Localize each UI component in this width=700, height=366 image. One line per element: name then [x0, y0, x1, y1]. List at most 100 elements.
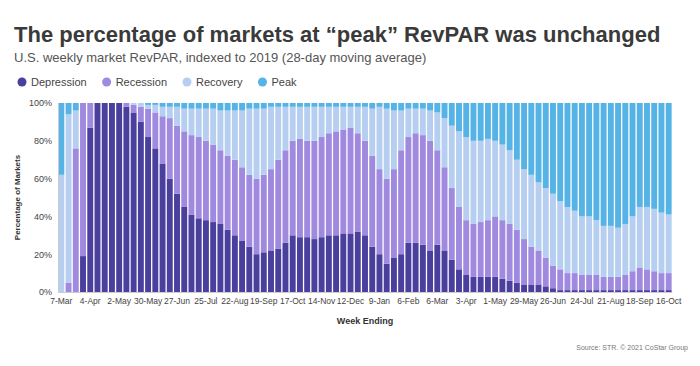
bar: [369, 109, 375, 156]
tick: 12-Dec: [337, 292, 365, 306]
bar: [586, 103, 592, 216]
bar: [514, 160, 520, 230]
tick-label: 9-Jan: [369, 296, 391, 306]
bar: [521, 284, 527, 292]
bar: [138, 103, 144, 107]
bar: [138, 122, 144, 292]
bar: [362, 107, 368, 141]
tick: 4-Apr: [80, 292, 101, 306]
bar: [391, 103, 397, 111]
bar: [528, 103, 534, 175]
bar: [449, 188, 455, 260]
legend-label: Recovery: [196, 76, 243, 88]
bar: [376, 254, 382, 292]
bar: [362, 103, 368, 107]
bar: [593, 103, 599, 220]
bar: [630, 216, 636, 271]
bar: [232, 111, 238, 160]
bar: [384, 179, 390, 264]
bar: [463, 137, 469, 220]
tick: 21-Aug: [597, 292, 625, 306]
bar: [196, 137, 202, 218]
bar: [601, 103, 607, 226]
bar: [138, 103, 144, 104]
bar: [391, 111, 397, 170]
bar: [593, 220, 599, 275]
x-axis-title: Week Ending: [337, 316, 393, 326]
bar: [492, 141, 498, 217]
bar: [427, 111, 433, 141]
bar: [637, 103, 643, 207]
bar: [536, 284, 542, 292]
tick-label: 80%: [34, 136, 52, 146]
bar: [181, 109, 187, 132]
bar: [95, 103, 101, 104]
bar: [333, 131, 339, 235]
bar: [319, 107, 325, 137]
tick: 100%: [29, 98, 58, 108]
bar: [254, 103, 260, 109]
bar: [564, 273, 570, 290]
bar: [485, 277, 491, 292]
bar: [232, 103, 238, 111]
bar: [550, 266, 556, 289]
bars: [58, 103, 671, 292]
bar: [73, 148, 79, 292]
tick-label: 25-Jul: [194, 296, 217, 306]
bar: [123, 103, 129, 107]
bar: [109, 103, 115, 104]
bar: [116, 103, 122, 104]
bar: [434, 150, 440, 245]
bar: [615, 228, 621, 277]
tick: 25-Jul: [194, 292, 217, 306]
bar: [73, 103, 79, 111]
tick: 18-Sep: [626, 292, 654, 306]
tick-label: 12-Dec: [337, 296, 365, 306]
bar: [355, 133, 361, 231]
bar: [87, 103, 93, 128]
bar: [398, 111, 404, 151]
axis-line: [58, 104, 59, 293]
bar: [666, 103, 672, 215]
bar: [405, 103, 411, 109]
bar: [348, 128, 354, 234]
bar: [637, 207, 643, 267]
bar: [145, 109, 151, 137]
bar: [160, 116, 166, 163]
chart: The percentage of markets at “peak” RevP…: [0, 0, 700, 366]
tick-label: 6-Feb: [397, 296, 419, 306]
bar: [181, 131, 187, 207]
bar: [413, 243, 419, 292]
bar: [145, 105, 151, 109]
bar: [174, 103, 180, 107]
bar: [601, 277, 607, 290]
bar: [217, 103, 223, 111]
bar: [167, 103, 173, 107]
bar: [268, 169, 274, 250]
bar: [311, 239, 317, 292]
bar: [651, 103, 657, 209]
bar: [355, 232, 361, 292]
tick: 17-Oct: [280, 292, 306, 306]
bar: [181, 207, 187, 292]
series: [58, 103, 671, 228]
bar: [572, 290, 578, 292]
bar: [391, 258, 397, 292]
bar: [601, 290, 607, 292]
bar: [666, 215, 672, 274]
bar: [651, 290, 657, 292]
bar: [80, 103, 86, 256]
bar: [637, 290, 643, 292]
bar: [167, 107, 173, 118]
bar: [261, 175, 267, 252]
bar: [507, 281, 513, 292]
tick: 20%: [34, 250, 58, 260]
bar: [174, 194, 180, 292]
bar: [463, 275, 469, 292]
bar: [514, 103, 520, 160]
bar: [102, 103, 108, 104]
bar: [340, 233, 346, 292]
bar: [463, 220, 469, 275]
bar: [189, 135, 195, 214]
bar: [485, 103, 491, 139]
